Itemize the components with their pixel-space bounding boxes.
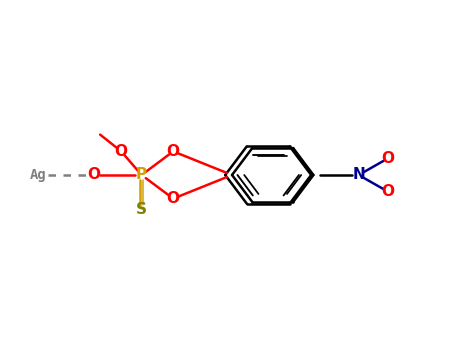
Text: N: N bbox=[352, 168, 365, 182]
Text: O: O bbox=[115, 144, 128, 159]
Text: O: O bbox=[88, 168, 101, 182]
Text: Ag: Ag bbox=[30, 168, 47, 182]
Text: O: O bbox=[167, 144, 180, 159]
Text: P: P bbox=[136, 168, 147, 182]
Text: O: O bbox=[382, 151, 394, 166]
Text: O: O bbox=[167, 191, 180, 206]
Text: O: O bbox=[382, 184, 394, 199]
Text: S: S bbox=[136, 202, 147, 217]
